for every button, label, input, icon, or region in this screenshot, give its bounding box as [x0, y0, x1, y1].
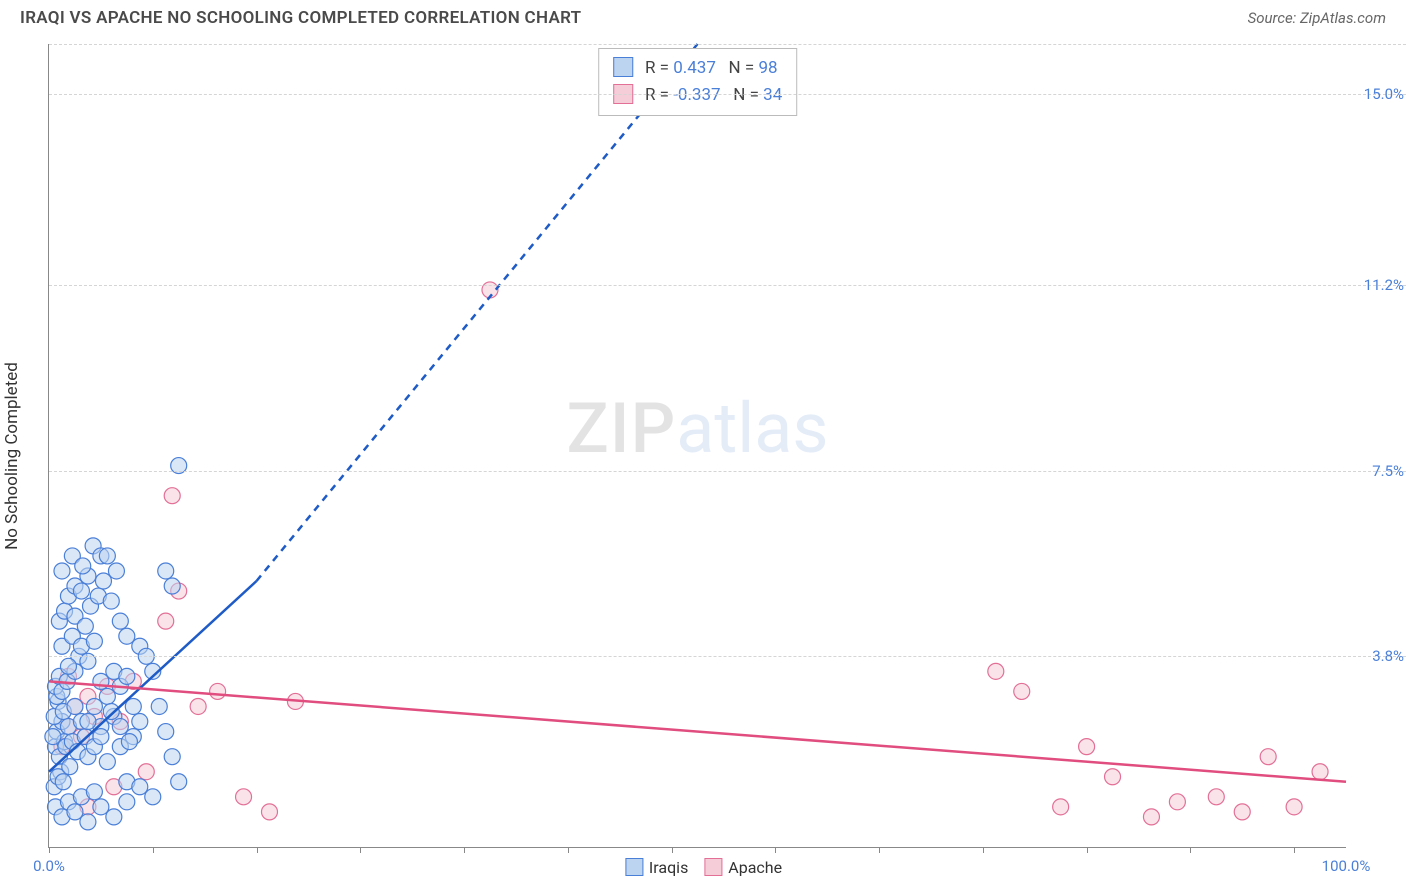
x-min-label: 0.0% — [33, 857, 65, 875]
swatch-iraqis — [613, 57, 633, 77]
y-tick-label: 7.5% — [1372, 462, 1404, 480]
scatter-svg — [49, 44, 1346, 847]
y-tick-label: 11.2% — [1364, 276, 1404, 294]
stats-legend: R = 0.437 N = 98 R = -0.337 N = 34 — [598, 48, 798, 116]
series-legend: Iraqis Apache — [613, 858, 782, 877]
x-max-label: 100.0% — [1322, 857, 1371, 875]
chart-source: Source: ZipAtlas.com — [1248, 9, 1386, 27]
chart-title: IRAQI VS APACHE NO SCHOOLING COMPLETED C… — [20, 8, 581, 28]
swatch-apache-icon — [704, 858, 722, 876]
stats-row-apache: R = -0.337 N = 34 — [613, 82, 783, 109]
y-axis-label: No Schooling Completed — [2, 362, 22, 550]
swatch-iraqis-icon — [625, 858, 643, 876]
chart-plot-area: ZIPatlas R = 0.437 N = 98 R = -0.337 N =… — [48, 44, 1346, 848]
stats-row-iraqis: R = 0.437 N = 98 — [613, 55, 783, 82]
y-tick-label: 15.0% — [1364, 85, 1404, 103]
y-tick-label: 3.8% — [1372, 647, 1404, 665]
